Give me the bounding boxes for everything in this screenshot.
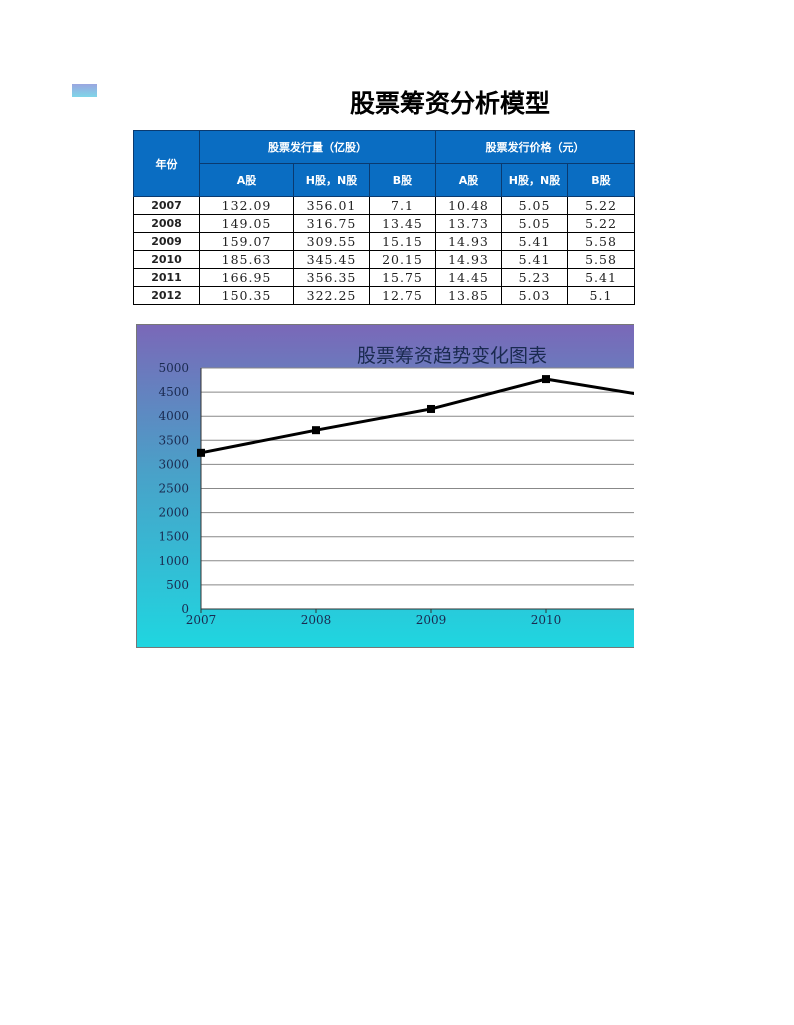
x-tick-label: 2008 [301, 613, 332, 627]
sub-header: B股 [567, 163, 635, 197]
x-tick-label: 2009 [416, 613, 447, 627]
data-point [427, 404, 435, 413]
value-cell: 10.48 [435, 196, 502, 215]
y-tick-label: 1500 [158, 530, 189, 544]
y-tick-label: 2000 [158, 506, 189, 520]
data-point [542, 375, 550, 384]
year-header: 年份 [133, 130, 200, 197]
value-cell: 15.75 [369, 268, 436, 287]
year-cell: 2008 [133, 214, 200, 233]
x-tick-label: 2007 [186, 613, 217, 627]
value-cell: 14.93 [435, 250, 502, 269]
value-cell: 5.03 [501, 286, 568, 305]
table-row: 2010 185.63 345.45 20.15 14.93 5.41 5.58 [133, 250, 635, 269]
value-cell: 166.95 [199, 268, 294, 287]
value-cell: 5.58 [567, 232, 635, 251]
data-point [312, 426, 320, 435]
year-cell: 2011 [133, 268, 200, 287]
value-cell: 7.1 [369, 196, 436, 215]
y-tick-label: 3000 [158, 457, 189, 471]
value-cell: 345.45 [293, 250, 370, 269]
value-cell: 309.55 [293, 232, 370, 251]
table-row: 2011 166.95 356.35 15.75 14.45 5.23 5.41 [133, 268, 635, 287]
table-row: 2008 149.05 316.75 13.45 13.73 5.05 5.22 [133, 214, 635, 233]
sub-header: A股 [435, 163, 502, 197]
value-cell: 13.85 [435, 286, 502, 305]
value-cell: 15.15 [369, 232, 436, 251]
y-tick-label: 2500 [158, 482, 189, 496]
value-cell: 20.15 [369, 250, 436, 269]
table-row: 2009 159.07 309.55 15.15 14.93 5.41 5.58 [133, 232, 635, 251]
value-cell: 5.22 [567, 214, 635, 233]
y-tick-label: 3500 [158, 433, 189, 447]
value-cell: 14.45 [435, 268, 502, 287]
value-cell: 14.93 [435, 232, 502, 251]
value-cell: 356.01 [293, 196, 370, 215]
value-cell: 5.23 [501, 268, 568, 287]
stock-data-table: 年份 股票发行量（亿股） 股票发行价格（元） A股 H股，N股 B股 A股 H股，N股 B… [133, 130, 635, 305]
value-cell: 5.1 [567, 286, 635, 305]
value-cell: 356.35 [293, 268, 370, 287]
trend-chart: 股票筹资趋势变化图表 0 500 1000 1500 2000 2500 3000 3500 4… [136, 324, 634, 648]
value-cell: 5.41 [501, 250, 568, 269]
value-cell: 13.45 [369, 214, 436, 233]
value-cell: 150.35 [199, 286, 294, 305]
value-cell: 185.63 [199, 250, 294, 269]
sub-header: A股 [199, 163, 294, 197]
chart-svg: 0 500 1000 1500 2000 2500 3000 3500 4000 4500 5000… [158, 361, 634, 627]
value-cell: 316.75 [293, 214, 370, 233]
value-cell: 5.22 [567, 196, 635, 215]
y-tick-label: 0 [181, 602, 189, 616]
decorative-marker [72, 84, 97, 97]
value-cell: 5.41 [567, 268, 635, 287]
value-cell: 5.05 [501, 214, 568, 233]
page-title: 股票筹资分析模型 [349, 89, 550, 118]
sub-header: B股 [369, 163, 436, 197]
value-cell: 12.75 [369, 286, 436, 305]
table-row: 2007 132.09 356.01 7.1 10.48 5.05 5.22 [133, 196, 635, 215]
sub-header: H股，N股 [501, 163, 568, 197]
value-cell: 132.09 [199, 196, 294, 215]
x-tick-label: 2010 [531, 613, 562, 627]
value-cell: 5.58 [567, 250, 635, 269]
data-point [197, 448, 205, 457]
sub-header: H股，N股 [293, 163, 370, 197]
y-tick-label: 4500 [158, 385, 189, 399]
table-row: 2012 150.35 322.25 12.75 13.85 5.03 5.1 [133, 286, 635, 305]
issue-volume-header: 股票发行量（亿股） [199, 130, 436, 164]
y-tick-label: 5000 [158, 361, 189, 375]
y-tick-label: 1000 [158, 554, 189, 568]
value-cell: 322.25 [293, 286, 370, 305]
year-cell: 2010 [133, 250, 200, 269]
value-cell: 149.05 [199, 214, 294, 233]
value-cell: 5.41 [501, 232, 568, 251]
year-cell: 2009 [133, 232, 200, 251]
issue-price-header: 股票发行价格（元） [435, 130, 635, 164]
value-cell: 159.07 [199, 232, 294, 251]
year-cell: 2007 [133, 196, 200, 215]
y-tick-label: 4000 [158, 409, 189, 423]
y-tick-label: 500 [166, 578, 189, 592]
chart-title: 股票筹资趋势变化图表 [356, 345, 547, 367]
year-cell: 2012 [133, 286, 200, 305]
value-cell: 13.73 [435, 214, 502, 233]
value-cell: 5.05 [501, 196, 568, 215]
